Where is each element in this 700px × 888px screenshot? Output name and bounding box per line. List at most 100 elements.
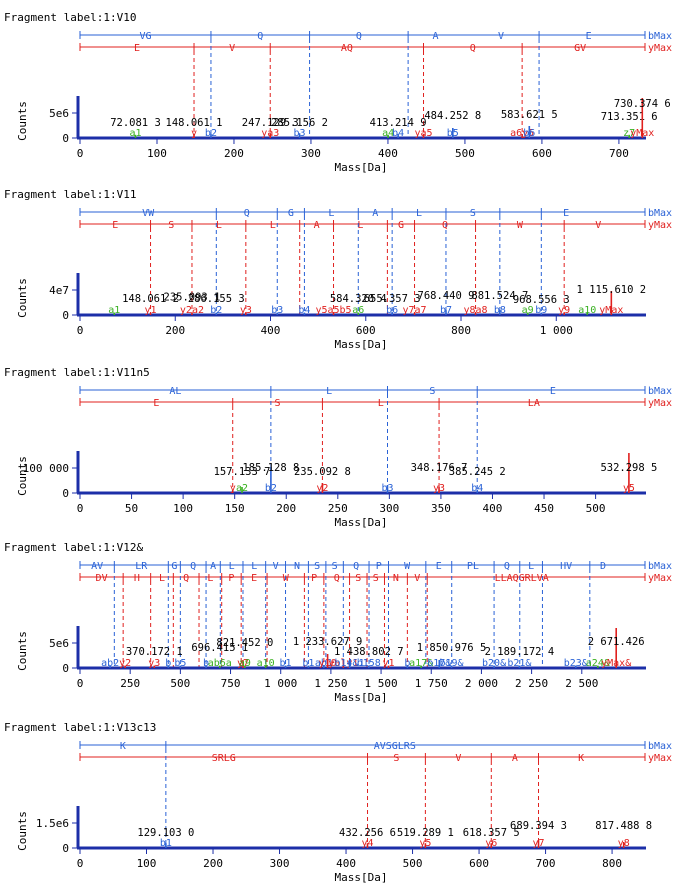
x-tick-label: 350 [431, 502, 451, 515]
peak-ion-label: a10 [257, 658, 275, 669]
peak-ion-label: b19& [439, 658, 463, 669]
b-residue-label: N [294, 561, 300, 572]
x-tick-label: 250 [328, 502, 348, 515]
x-tick-label: 750 [221, 677, 241, 690]
peak-mass-label: 583.621 5 [501, 109, 558, 121]
peak-mass-label: 484.252 8 [424, 110, 481, 122]
y-residue-label: L [357, 220, 363, 231]
b-residue-label: W [404, 561, 411, 572]
peak-ion-label: y [230, 483, 236, 494]
peak-mass-label: 730.374 6 [614, 98, 671, 110]
peak-ion-label: b17& [427, 658, 451, 669]
x-axis-label: Mass[Da] [335, 516, 388, 529]
y-residue-label: V [229, 43, 235, 54]
peak-ion-label: a4 [382, 128, 394, 139]
x-tick-label: 450 [534, 502, 554, 515]
peak-ion-label: b5 [447, 128, 459, 139]
y-residue-label: E [153, 398, 159, 409]
y-residue-label: GV [574, 43, 586, 54]
b-residue-label: Q [504, 561, 510, 572]
y-residue-label: L [159, 573, 165, 584]
peak-ion-label: b5 [174, 658, 186, 669]
peak-ion-label: a1 [108, 305, 120, 316]
peak-ion-label: b1 [302, 658, 314, 669]
b-residue-label: Q [257, 31, 263, 42]
b-residue-label: E [563, 208, 569, 219]
y-axis-label: Counts [16, 456, 29, 496]
peak-ion-label: y1 [382, 658, 394, 669]
y-ion-max-label: yMax [648, 753, 672, 764]
y-tick-label: 0 [62, 487, 69, 500]
peak-mass-label: 1 115.610 2 [577, 284, 647, 296]
peak-ion-label: ya3 [261, 128, 279, 139]
y-axis-label: Counts [16, 811, 29, 851]
peak-mass-label: 286.155 3 [188, 293, 245, 305]
x-tick-label: 400 [483, 502, 503, 515]
b-residue-label: G [288, 208, 294, 219]
peak-ion-label: y3 [148, 658, 160, 669]
peak-mass-label: 235.093 1 [164, 292, 221, 304]
y-residue-label: LLAQGRLVA [495, 573, 549, 584]
peak-ion-label: b9 [535, 305, 547, 316]
y-residue-label: L [378, 398, 384, 409]
x-tick-label: 2 000 [465, 677, 498, 690]
x-tick-label: 600 [532, 147, 552, 160]
y-residue-label: SRLG [212, 753, 236, 764]
peak-ion-label: b6 [523, 128, 535, 139]
peak-ion-label: y5 [419, 838, 431, 849]
x-tick-label: 1 750 [415, 677, 448, 690]
peak-ion-label: yMax [630, 128, 654, 139]
x-axis-label: Mass[Da] [335, 871, 388, 884]
peak-mass-label: 348.176 7 [411, 462, 468, 474]
peak-mass-label: 370.172 1 [126, 646, 183, 658]
y-residue-label: W [517, 220, 524, 231]
x-tick-label: 200 [224, 147, 244, 160]
peak-ion-label: b4 [471, 483, 483, 494]
peak-ion-label: y3 [433, 483, 445, 494]
y-residue-label: AQ [341, 43, 353, 54]
y-tick-label: 5e6 [49, 107, 69, 120]
b-residue-label: E [436, 561, 442, 572]
b-residue-label: S [429, 386, 435, 397]
y-tick-label: 0 [62, 842, 69, 855]
peak-ion-label: y7a7 [402, 305, 426, 316]
b-residue-label: Q [244, 208, 250, 219]
x-tick-label: 400 [261, 324, 281, 337]
y-residue-label: L [270, 220, 276, 231]
peak-ion-label: b2 [205, 128, 217, 139]
panel-title: Fragment label:1:V12& [4, 541, 143, 554]
peak-mass-label: 247.129 3 [242, 117, 299, 129]
peak-mass-label: 817.488 8 [595, 820, 652, 832]
peak-mass-label: 1 438.802 7 [334, 646, 404, 658]
b-residue-label: VW [142, 208, 155, 219]
peak-mass-label: 157.133 7 [214, 466, 271, 478]
b-residue-label: L [328, 208, 334, 219]
b-ion-max-label: bMax [648, 31, 672, 42]
x-tick-label: 500 [170, 677, 190, 690]
y-tick-label: 4e7 [49, 284, 69, 297]
peak-ion-label: y8 [618, 838, 630, 849]
y-residue-label: Q [470, 43, 476, 54]
peak-ion-label: a10 [578, 305, 596, 316]
peak-mass-label: 968.556 3 [513, 294, 570, 306]
peak-ion-label: a9 [239, 658, 251, 669]
peak-ion-label: a2 [236, 483, 248, 494]
peak-ion-label: y2 [119, 658, 131, 669]
x-tick-label: 1 000 [540, 324, 573, 337]
y-residue-label: P [311, 573, 317, 584]
peak-ion-label: b23& [564, 658, 588, 669]
x-tick-label: 50 [125, 502, 138, 515]
peak-mass-label: 2 189.172 4 [485, 646, 555, 658]
peak-ion-label: b1 [280, 658, 292, 669]
x-tick-label: 700 [536, 857, 556, 870]
peak-ion-label: a6 [352, 305, 364, 316]
b-residue-label: AL [169, 386, 181, 397]
x-tick-label: 100 [173, 502, 193, 515]
peak-ion-label: z7 [623, 128, 635, 139]
y-tick-label: 100 000 [23, 462, 69, 475]
y-residue-label: Q [334, 573, 340, 584]
x-tick-label: 400 [336, 857, 356, 870]
x-tick-label: 600 [356, 324, 376, 337]
peak-mass-label: 532.298 5 [600, 462, 657, 474]
